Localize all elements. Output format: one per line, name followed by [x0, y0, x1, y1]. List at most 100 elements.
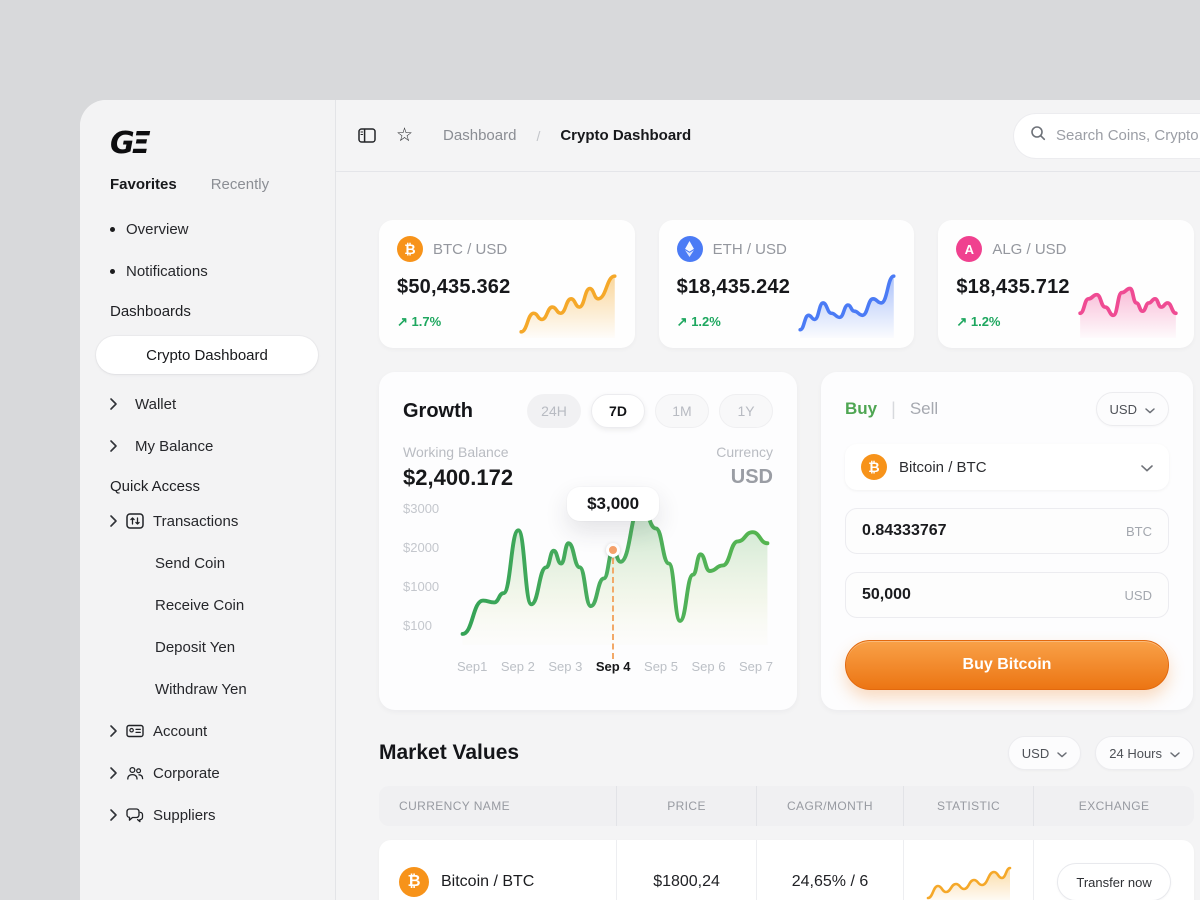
growth-title: Growth — [403, 399, 473, 422]
alg-coin-icon: A — [956, 236, 983, 262]
column-cagr: CAGR/MONTH — [757, 786, 904, 826]
range-1y-button[interactable]: 1Y — [719, 394, 773, 428]
pair-price: $18,435.712 — [956, 276, 1070, 298]
growth-chart: $3000 $2000 $1000 $100 — [403, 487, 773, 659]
market-values-title: Market Values — [379, 741, 520, 764]
chevron-down-icon — [1145, 402, 1155, 417]
market-currency-select[interactable]: USD — [1007, 736, 1082, 770]
chevron-right-icon — [110, 767, 117, 779]
app-logo: GΞ — [110, 126, 151, 161]
sidebar-item-my-balance[interactable]: My Balance — [110, 436, 335, 456]
growth-panel: Growth 24H 7D 1M 1Y Working Balance $2,4… — [379, 372, 797, 710]
breadcrumb-parent[interactable]: Dashboard — [443, 127, 517, 144]
tab-recently[interactable]: Recently — [210, 176, 270, 193]
transfer-now-button[interactable]: Transfer now — [1057, 863, 1171, 900]
price-card-alg[interactable]: A ALG / USD $18,435.712 ↗ 1.2% — [938, 220, 1194, 348]
asset-select[interactable]: ₿ Bitcoin / BTC — [845, 444, 1169, 490]
eth-coin-icon — [676, 236, 703, 262]
tab-buy[interactable]: Buy — [845, 399, 878, 418]
bullet-icon — [110, 268, 115, 274]
total-field-wrap: USD — [845, 572, 1169, 618]
total-input[interactable] — [862, 586, 1125, 604]
price-card-eth[interactable]: ETH / USD $18,435.242 ↗ 1.2% — [658, 220, 915, 348]
favorite-star-button[interactable]: ☆ — [396, 125, 414, 146]
app-window: GΞ Favorites Recently Overview Notificat… — [80, 100, 1200, 900]
sidebar-item-crypto-dashboard[interactable]: Crypto Dashboard — [96, 336, 318, 374]
trend-up-icon: ↗ — [676, 314, 688, 329]
btc-coin-icon: ₿ — [399, 867, 429, 897]
btc-coin-icon: ₿ — [861, 454, 887, 480]
working-balance-value: $2,400.172 — [403, 465, 514, 490]
chevron-right-icon — [110, 398, 117, 410]
column-statistic: STATISTIC — [904, 786, 1035, 826]
sidebar-toggle-button[interactable] — [358, 128, 376, 143]
column-currency-name: CURRENCY NAME — [379, 786, 617, 826]
sidebar-item-overview[interactable]: Overview — [110, 219, 335, 239]
range-7d-button[interactable]: 7D — [591, 394, 645, 428]
range-1m-button[interactable]: 1M — [655, 394, 709, 428]
btc-coin-icon: ₿ — [397, 236, 423, 262]
topbar: ☆ Dashboard / Crypto Dashboard — [336, 100, 1200, 172]
chat-bubbles-icon — [126, 807, 144, 823]
search-bar[interactable] — [1014, 113, 1200, 158]
trend-up-icon: ↗ — [397, 314, 408, 329]
market-period-select[interactable]: 24 Hours — [1095, 736, 1194, 770]
y-axis-labels: $3000 $2000 $1000 $100 — [403, 501, 440, 633]
sidebar-item-transactions[interactable]: Transactions — [110, 511, 335, 531]
buy-bitcoin-button[interactable]: Buy Bitcoin — [845, 640, 1169, 690]
row-sparkline — [926, 866, 1011, 900]
people-icon — [126, 765, 144, 781]
btc-sparkline — [519, 274, 617, 338]
sidebar-item-suppliers[interactable]: Suppliers — [110, 805, 335, 825]
total-unit: USD — [1124, 587, 1152, 603]
sidebar-tabs: Favorites Recently — [110, 176, 335, 193]
range-24h-button[interactable]: 24H — [527, 394, 581, 428]
tab-sell[interactable]: Sell — [909, 399, 939, 418]
pair-change: ↗ 1.2% — [676, 314, 721, 329]
sidebar: GΞ Favorites Recently Overview Notificat… — [80, 100, 336, 900]
search-icon — [1030, 125, 1046, 146]
alg-sparkline — [1078, 286, 1178, 338]
time-range-group: 24H 7D 1M 1Y — [527, 394, 773, 428]
amount-unit: BTC — [1126, 523, 1152, 539]
market-table-header: CURRENCY NAME PRICE CAGR/MONTH STATISTIC… — [379, 786, 1194, 826]
sidebar-item-account[interactable]: Account — [110, 721, 335, 741]
pair-change: ↗ 1.7% — [397, 314, 442, 329]
sidebar-item-deposit-yen[interactable]: Deposit Yen — [155, 638, 236, 656]
market-values-header: Market Values USD 24 Hours — [379, 736, 1194, 770]
sidebar-item-notifications[interactable]: Notifications — [110, 261, 335, 281]
pair-price: $50,435.362 — [397, 276, 511, 298]
tab-divider: | — [891, 398, 896, 419]
chevron-right-icon — [110, 725, 117, 737]
chart-tooltip: $3,000 — [567, 487, 660, 521]
search-input[interactable] — [1056, 127, 1200, 144]
highlight-dashed-line — [612, 558, 615, 659]
id-card-icon — [126, 723, 144, 739]
breadcrumb-separator: / — [536, 127, 541, 144]
chevron-down-icon — [1141, 459, 1153, 476]
sidebar-item-corporate[interactable]: Corporate — [110, 763, 335, 783]
row-cagr: 24,65% / 6 — [757, 840, 904, 900]
sidebar-item-wallet[interactable]: Wallet — [110, 394, 335, 414]
currency-label: Currency — [716, 444, 773, 460]
pair-label: ALG / USD — [992, 240, 1067, 258]
sidebar-item-withdraw-yen[interactable]: Withdraw Yen — [155, 680, 247, 698]
chart-plot-area[interactable]: $3,000 — [457, 487, 773, 659]
dashboard-content: ₿ BTC / USD $50,435.362 ↗ 1.7% ETH / USD — [336, 172, 1200, 900]
breadcrumb-current: Crypto Dashboard — [560, 127, 692, 144]
amount-input[interactable] — [862, 522, 1126, 540]
sidebar-item-receive-coin[interactable]: Receive Coin — [155, 596, 245, 614]
tab-favorites[interactable]: Favorites — [110, 176, 177, 193]
x-axis-labels: Sep1 Sep 2 Sep 3 Sep 4 Sep 5 Sep 6 Sep 7 — [457, 659, 773, 674]
section-quick-access: Quick Access — [110, 478, 201, 495]
sidebar-item-send-coin[interactable]: Send Coin — [155, 554, 226, 572]
trade-currency-select[interactable]: USD — [1095, 392, 1169, 426]
price-card-btc[interactable]: ₿ BTC / USD $50,435.362 ↗ 1.7% — [379, 220, 635, 348]
pair-change: ↗ 1.2% — [956, 314, 1001, 329]
table-row-bitcoin[interactable]: ₿ Bitcoin / BTC $1800,24 24,65% / 6 Tran… — [379, 840, 1194, 900]
column-price: PRICE — [617, 786, 758, 826]
price-cards-row: ₿ BTC / USD $50,435.362 ↗ 1.7% ETH / USD — [379, 220, 1194, 348]
transactions-icon — [126, 513, 144, 529]
asset-label: Bitcoin / BTC — [899, 458, 987, 476]
highlight-dot — [606, 543, 621, 558]
